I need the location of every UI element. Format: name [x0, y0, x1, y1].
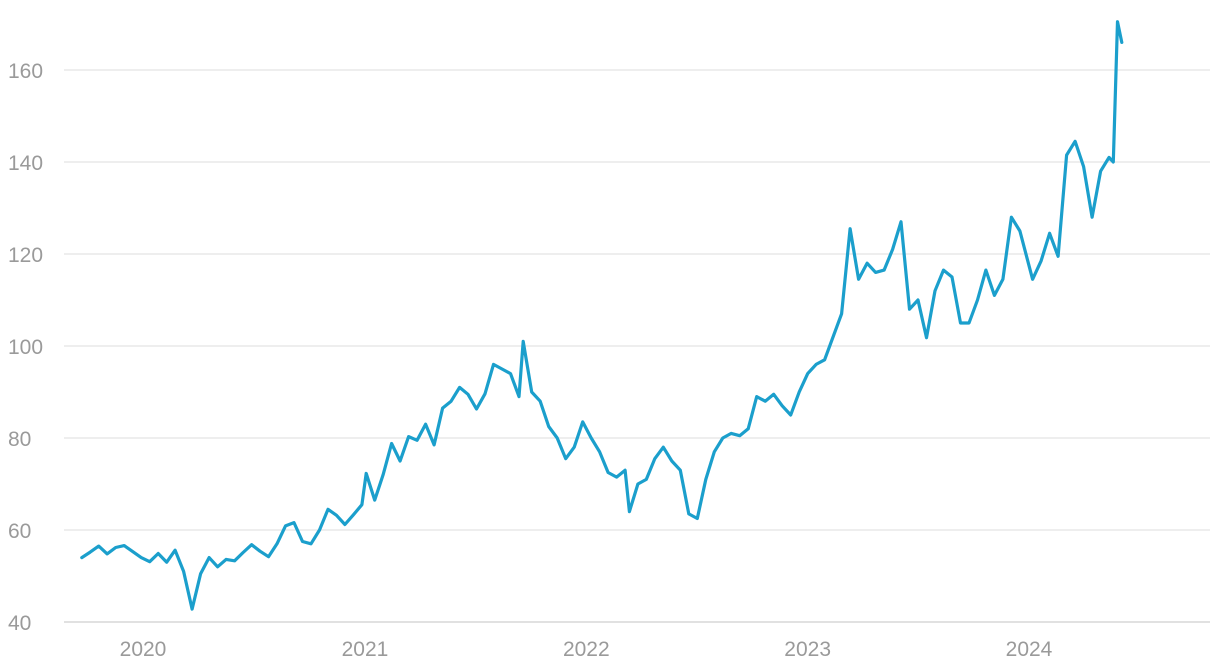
y-axis-tick-labels: 40 60 80 100 120 140 160 [8, 60, 43, 635]
series-layer [80, 20, 1124, 611]
y-tick-label: 80 [8, 428, 31, 451]
y-tick-label: 120 [8, 244, 43, 267]
x-tick-label: 2023 [784, 638, 831, 661]
x-tick-label: 2021 [342, 638, 389, 661]
y-tick-label: 100 [8, 336, 43, 359]
series-line [80, 20, 1124, 611]
y-tick-label: 40 [8, 612, 31, 635]
y-tick-label: 140 [8, 152, 43, 175]
x-tick-label: 2024 [1006, 638, 1053, 661]
x-axis-tick-labels: 2020 2021 2022 2023 2024 [120, 638, 1053, 661]
y-gridlines [64, 69, 1210, 623]
x-tick-label: 2020 [120, 638, 167, 661]
y-tick-label: 60 [8, 520, 31, 543]
x-tick-label: 2022 [563, 638, 610, 661]
y-tick-label: 160 [8, 60, 43, 83]
